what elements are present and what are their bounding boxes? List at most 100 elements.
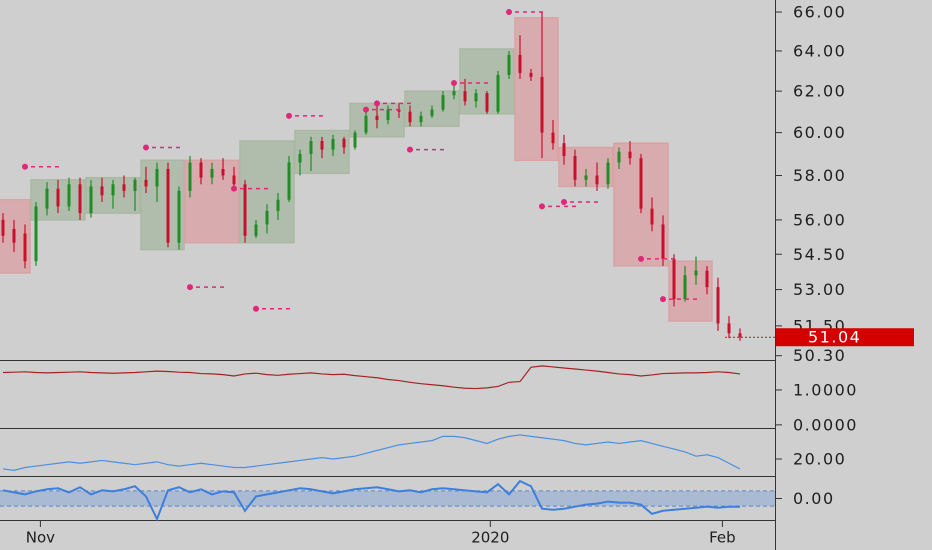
candle-body bbox=[309, 141, 313, 154]
candle-body bbox=[628, 151, 632, 159]
candle-body bbox=[320, 141, 324, 150]
candle-body bbox=[386, 109, 390, 121]
candle-body bbox=[232, 175, 236, 185]
candle-body bbox=[122, 184, 126, 191]
candle-body bbox=[463, 91, 467, 102]
marker bbox=[143, 144, 149, 151]
candle-body bbox=[562, 143, 566, 157]
candle-body bbox=[408, 111, 412, 123]
marker bbox=[22, 163, 28, 170]
indicator-line bbox=[2, 434, 741, 471]
candle-body bbox=[672, 258, 676, 300]
candle-body bbox=[474, 93, 478, 102]
candle-body bbox=[12, 228, 16, 243]
y-tick-label: 53.00 bbox=[793, 280, 846, 299]
candle-body bbox=[595, 175, 599, 185]
x-tick-label: Feb bbox=[709, 529, 736, 547]
y-tick-label: 56.00 bbox=[793, 210, 846, 229]
candle-body bbox=[298, 153, 302, 163]
y-tick-label: 20.00 bbox=[793, 450, 846, 469]
range-box bbox=[514, 17, 559, 162]
candle-body bbox=[661, 224, 665, 259]
candle-body bbox=[683, 275, 687, 300]
y-tick-label: 58.00 bbox=[793, 166, 846, 185]
candle-body bbox=[221, 168, 225, 176]
marker bbox=[187, 284, 193, 291]
marker bbox=[231, 185, 237, 192]
last-price-label: 51.04 bbox=[808, 328, 861, 347]
candle-body bbox=[34, 206, 38, 262]
candle-body bbox=[111, 184, 115, 196]
candle-body bbox=[496, 74, 500, 112]
candle-body bbox=[45, 188, 49, 209]
candle-body bbox=[529, 72, 533, 77]
candle-body bbox=[78, 184, 82, 214]
candle-body bbox=[364, 115, 368, 133]
candle-body bbox=[694, 270, 698, 276]
candle-body bbox=[441, 95, 445, 110]
candle-body bbox=[331, 138, 335, 150]
candle-body bbox=[507, 54, 511, 75]
x-tick-label: 2020 bbox=[471, 529, 509, 547]
candle-body bbox=[89, 186, 93, 214]
candle-body bbox=[56, 188, 60, 207]
candle-body bbox=[485, 93, 489, 112]
candle-body bbox=[265, 210, 269, 225]
y-tick-label: 1.0000 bbox=[793, 380, 858, 399]
marker bbox=[561, 198, 567, 205]
range-box bbox=[140, 159, 185, 251]
candle-body bbox=[738, 333, 742, 338]
marker bbox=[506, 9, 512, 16]
candle-body bbox=[639, 158, 643, 209]
candle-body bbox=[155, 168, 159, 187]
marker bbox=[253, 305, 259, 312]
candle-body bbox=[540, 76, 544, 133]
candle-body bbox=[166, 168, 170, 243]
candle-body bbox=[518, 54, 522, 73]
candle-body bbox=[199, 162, 203, 178]
marker bbox=[363, 106, 369, 113]
marker bbox=[660, 296, 666, 303]
candle-body bbox=[617, 151, 621, 163]
candle-body bbox=[397, 109, 401, 112]
candle-body bbox=[705, 270, 709, 288]
marker bbox=[451, 79, 457, 86]
marker bbox=[374, 100, 380, 107]
candle-body bbox=[716, 287, 720, 324]
last-price-box bbox=[776, 328, 914, 347]
range-box bbox=[668, 260, 713, 322]
candle-body bbox=[100, 186, 104, 196]
candle-body bbox=[243, 184, 247, 236]
candle-body bbox=[573, 156, 577, 180]
candle-body bbox=[375, 115, 379, 121]
y-tick-label: 0.00 bbox=[793, 489, 835, 508]
x-tick-label: Nov bbox=[26, 529, 55, 547]
y-tick-label: 54.50 bbox=[793, 245, 846, 264]
candle-body bbox=[342, 138, 346, 148]
candle-body bbox=[1, 219, 5, 236]
candle-body bbox=[210, 168, 214, 178]
candle-body bbox=[650, 208, 654, 225]
marker bbox=[539, 203, 545, 210]
candle-body bbox=[133, 179, 137, 191]
y-tick-label: 50.30 bbox=[793, 346, 846, 365]
y-tick-label: 60.00 bbox=[793, 123, 846, 142]
candle-body bbox=[177, 190, 181, 243]
candle-body bbox=[452, 91, 456, 96]
y-tick-label: 64.00 bbox=[793, 41, 846, 60]
band bbox=[0, 490, 775, 507]
indicator-line bbox=[2, 365, 741, 390]
candle-body bbox=[276, 199, 280, 211]
marker bbox=[286, 112, 292, 119]
candle-body bbox=[606, 162, 610, 185]
candle-body bbox=[287, 162, 291, 200]
marker bbox=[638, 255, 644, 262]
candle-body bbox=[254, 224, 258, 236]
candle-body bbox=[188, 162, 192, 191]
y-tick-label: 66.00 bbox=[793, 3, 846, 22]
candle-body bbox=[727, 323, 731, 334]
candle-body bbox=[419, 115, 423, 123]
candle-body bbox=[144, 179, 148, 187]
